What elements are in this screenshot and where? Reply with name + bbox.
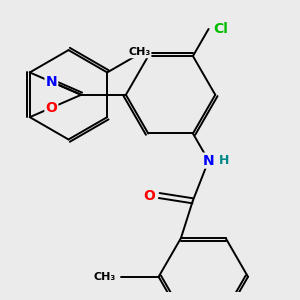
Text: O: O (45, 101, 57, 115)
Text: N: N (203, 154, 214, 168)
Text: Cl: Cl (213, 22, 228, 36)
Text: CH₃: CH₃ (128, 47, 151, 57)
Text: O: O (143, 189, 155, 202)
Text: N: N (46, 75, 57, 89)
Text: CH₃: CH₃ (93, 272, 116, 282)
Text: H: H (219, 154, 230, 167)
